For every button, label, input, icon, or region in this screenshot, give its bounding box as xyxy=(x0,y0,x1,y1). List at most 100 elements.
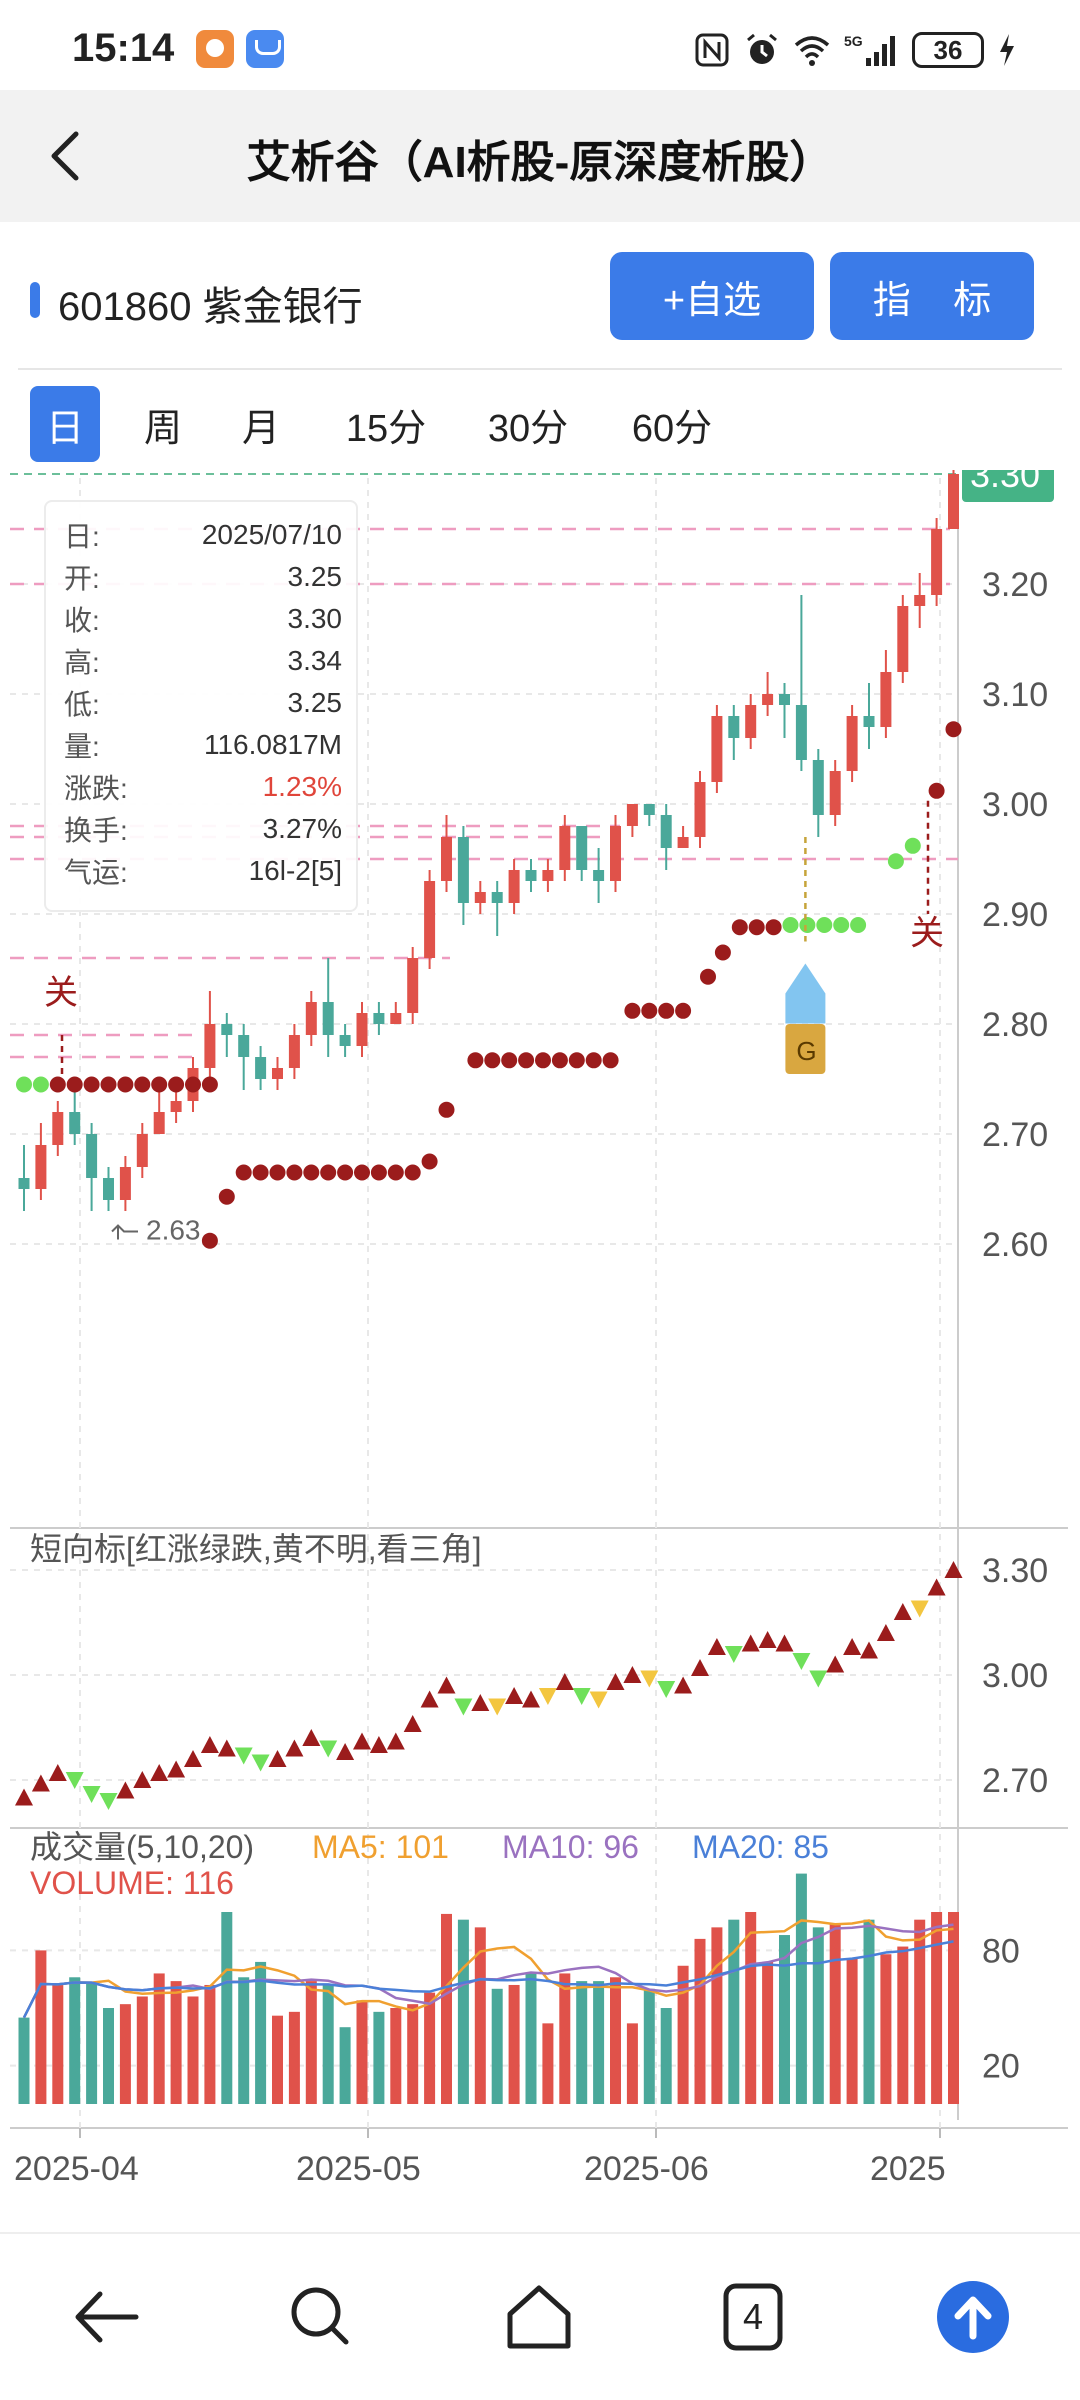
candle-body xyxy=(559,826,571,870)
info-key: 低: xyxy=(64,689,100,720)
stock-chart[interactable]: 3.20 3.10 3.00 2.90 2.80 2.70 2.60 3.30 3.34 2.63… xyxy=(0,470,1080,2190)
signal-dot xyxy=(201,1076,218,1093)
signal-dot xyxy=(700,968,716,985)
candle-info-box: 日: 2025/07/10 开: 3.25 收: 3.30 高: 3.34 低: 3.25 量: 11… xyxy=(44,500,358,912)
tab-30min[interactable]: 30分 xyxy=(487,407,569,450)
stock-marker xyxy=(30,282,40,318)
signal-dot xyxy=(134,1076,151,1093)
tabs-icon xyxy=(723,2283,783,2351)
candle-body xyxy=(728,716,740,738)
tab-15min[interactable]: 15分 xyxy=(345,407,427,450)
indicators-button[interactable]: 指 标 xyxy=(830,252,1034,340)
volume-bar xyxy=(187,1996,199,2104)
wifi-icon xyxy=(794,36,830,66)
candle-body xyxy=(593,870,605,881)
volume-bar xyxy=(728,1919,740,2104)
candle-body xyxy=(779,694,790,705)
volume-bar xyxy=(457,1919,469,2104)
candle-body xyxy=(863,716,875,727)
short-triangle xyxy=(437,1676,456,1694)
app-header: 艾析谷（AI析股-原深度析股） xyxy=(0,90,1080,222)
price-tick-label: 2.80 xyxy=(982,1006,1048,1044)
candle-body xyxy=(170,1101,182,1112)
candle-body xyxy=(103,1178,114,1200)
short-triangle xyxy=(809,1670,828,1688)
current-price-label: 3.30 xyxy=(970,470,1040,495)
candle-body xyxy=(508,870,520,903)
short-triangle xyxy=(572,1688,591,1705)
volume-bar xyxy=(407,2004,419,2104)
short-tick-label: 3.30 xyxy=(982,1552,1048,1590)
candle-body xyxy=(407,958,419,1013)
tab-day[interactable]: 日 xyxy=(30,386,100,462)
current-price-badge xyxy=(962,470,1054,502)
volume-bar xyxy=(914,1919,926,2104)
signal-dot xyxy=(235,1164,252,1181)
short-triangle xyxy=(640,1670,659,1688)
info-row: 低: 3.25 xyxy=(64,682,342,724)
back-button[interactable] xyxy=(30,118,106,194)
signal-dot xyxy=(904,837,921,854)
volume-bar xyxy=(424,1992,436,2104)
volume-bar xyxy=(474,1927,486,2104)
signal-dot xyxy=(252,1164,269,1181)
short-triangle xyxy=(623,1666,642,1683)
volume-bar xyxy=(69,1977,81,2104)
info-value: 3.25 xyxy=(287,561,343,592)
price-tick-label: 2.90 xyxy=(982,896,1048,934)
signal-dot xyxy=(201,1232,218,1249)
short-triangle xyxy=(843,1638,862,1655)
tab-60min[interactable]: 60分 xyxy=(631,407,713,450)
upload-icon[interactable] xyxy=(930,2274,1016,2360)
back-arrow-icon[interactable] xyxy=(64,2274,150,2360)
volume-bar xyxy=(626,2023,638,2104)
short-triangle xyxy=(184,1750,202,1767)
volume-bar xyxy=(593,1981,605,2104)
tab-week[interactable]: 周 xyxy=(143,407,182,450)
candle-body xyxy=(221,1024,233,1035)
candle-body xyxy=(525,870,537,881)
candle-body xyxy=(948,474,959,529)
candle-body xyxy=(339,1035,351,1046)
candle-body xyxy=(86,1134,98,1178)
short-triangle xyxy=(505,1687,524,1704)
nfc-icon xyxy=(695,33,729,67)
tabs-button[interactable]: 4 xyxy=(710,2274,796,2360)
candle-body xyxy=(762,694,774,705)
x-tick-label: 2025-06 xyxy=(584,2150,709,2188)
volume-bar xyxy=(119,2004,131,2104)
info-key: 气运: xyxy=(64,857,128,888)
info-value: 3.34 xyxy=(287,645,343,676)
x-tick-label: 2025-04 xyxy=(14,2150,139,2188)
volume-bar xyxy=(610,1977,621,2104)
signal-dot xyxy=(748,919,765,936)
signal-dot xyxy=(799,917,816,933)
volume-bar xyxy=(255,1961,267,2104)
tab-count: 4 xyxy=(742,2296,764,2337)
signal-dot xyxy=(337,1164,354,1181)
tab-month[interactable]: 月 xyxy=(241,407,280,450)
volume-bar xyxy=(795,1873,807,2104)
signal-dot xyxy=(354,1164,370,1181)
volume-bar xyxy=(846,1958,858,2104)
signal-dot xyxy=(387,1164,404,1181)
home-icon[interactable] xyxy=(496,2274,582,2360)
info-value: 3.30 xyxy=(287,603,343,634)
short-triangle xyxy=(910,1600,929,1618)
signal-dot xyxy=(467,1052,484,1069)
short-triangle xyxy=(522,1690,540,1708)
search-icon[interactable] xyxy=(278,2274,364,2360)
add-watchlist-button[interactable]: +自选 xyxy=(610,252,814,340)
signal-dot xyxy=(117,1076,134,1093)
volume-bar xyxy=(677,1965,689,2104)
candle-body xyxy=(288,1035,300,1068)
short-triangle xyxy=(589,1691,608,1709)
candle-body xyxy=(846,716,858,771)
info-key: 换手: xyxy=(64,815,128,846)
info-row: 涨跌: 1.23% xyxy=(64,766,342,808)
info-key: 开: xyxy=(64,563,100,594)
volume-bar xyxy=(136,1996,148,2104)
price-tick-label: 3.20 xyxy=(982,566,1048,604)
honor-app-icon xyxy=(246,30,284,68)
info-key: 收: xyxy=(64,605,100,636)
